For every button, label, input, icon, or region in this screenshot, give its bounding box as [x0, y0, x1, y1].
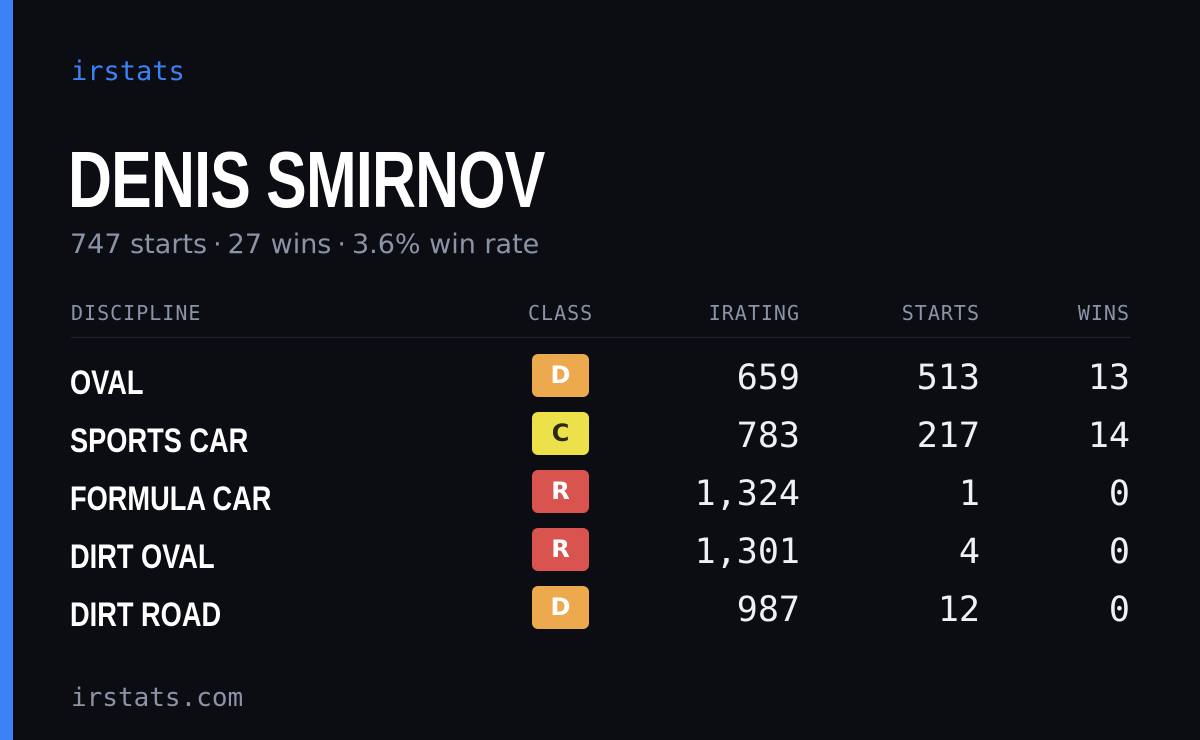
discipline-name: FORMULA CAR	[70, 480, 272, 518]
starts-value: 513	[916, 358, 980, 398]
wins-value: 0	[1108, 532, 1130, 572]
starts-value: 12	[937, 590, 980, 630]
class-badge: R	[532, 470, 589, 513]
irating-value: 783	[736, 416, 800, 456]
starts-value: 1	[958, 474, 980, 514]
discipline-name: SPORTS CAR	[70, 422, 249, 460]
wins-value: 0	[1108, 590, 1130, 630]
discipline-name: DIRT ROAD	[70, 596, 222, 634]
summary-separator: ·	[213, 229, 222, 260]
table-row: SPORTS CAR C 783 217 14	[0, 412, 1200, 470]
header-wins: WINS	[1077, 301, 1130, 325]
discipline-name: DIRT OVAL	[70, 538, 215, 576]
summary-win-rate: 3.6% win rate	[351, 229, 540, 260]
footer-url: irstats.com	[71, 683, 244, 713]
header-divider	[71, 337, 1131, 338]
irating-value: 987	[736, 590, 800, 630]
class-badge: R	[532, 528, 589, 571]
wins-value: 14	[1087, 416, 1130, 456]
header-irating: IRATING	[708, 301, 800, 325]
table-row: FORMULA CAR R 1,324 1 0	[0, 470, 1200, 528]
summary-starts: 747 starts	[70, 229, 208, 260]
header-starts: STARTS	[901, 301, 980, 325]
class-badge: D	[532, 586, 589, 629]
class-badge: C	[532, 412, 589, 455]
irating-value: 1,301	[694, 532, 800, 572]
player-name: DENIS SMIRNOV	[68, 135, 545, 224]
starts-value: 217	[916, 416, 980, 456]
table-row: DIRT OVAL R 1,301 4 0	[0, 528, 1200, 586]
irating-value: 659	[736, 358, 800, 398]
summary-wins: 27 wins	[227, 229, 332, 260]
wins-value: 0	[1108, 474, 1130, 514]
wins-value: 13	[1087, 358, 1130, 398]
brand-logo-text: irstats	[71, 56, 185, 87]
summary-separator: ·	[337, 229, 346, 260]
table-row: DIRT ROAD D 987 12 0	[0, 586, 1200, 644]
class-badge: D	[532, 354, 589, 397]
irating-value: 1,324	[694, 474, 800, 514]
discipline-name: OVAL	[70, 364, 144, 402]
accent-bar	[0, 0, 13, 740]
starts-value: 4	[958, 532, 980, 572]
player-summary: 747 starts · 27 wins · 3.6% win rate	[70, 228, 539, 262]
table-row: OVAL D 659 513 13	[0, 354, 1200, 412]
header-discipline: DISCIPLINE	[71, 301, 202, 325]
header-class: CLASS	[528, 301, 594, 325]
